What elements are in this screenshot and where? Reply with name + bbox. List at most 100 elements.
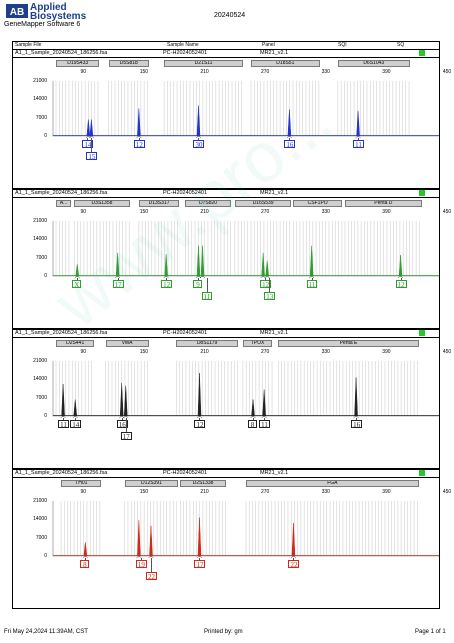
allele-leader-line bbox=[125, 418, 127, 432]
electropherogram-panel: A1_1_Sample_20240524_186256.fsa PC-H20240… bbox=[12, 49, 451, 189]
allele-label[interactable]: 30 bbox=[193, 140, 205, 149]
y-tick-label: 14000 bbox=[33, 516, 47, 523]
col-sqi: SQI bbox=[338, 42, 347, 48]
marker-bin[interactable]: D2S441 bbox=[56, 340, 95, 347]
allele-label[interactable]: 11 bbox=[201, 292, 213, 301]
y-tick-label: 0 bbox=[44, 413, 47, 419]
peak bbox=[354, 377, 358, 417]
peak bbox=[115, 252, 120, 277]
y-tick-label: 0 bbox=[44, 133, 47, 139]
col-sq: SQ bbox=[397, 42, 405, 48]
allele-label[interactable]: 16 bbox=[351, 420, 363, 429]
panel-sample-name: PC-H2024052401 bbox=[163, 190, 208, 196]
x-tick-label: 330 bbox=[321, 209, 330, 215]
allele-label[interactable]: 11 bbox=[259, 420, 270, 429]
peak-marker bbox=[85, 136, 92, 139]
peak-marker bbox=[82, 556, 88, 559]
marker-bin[interactable]: D19S433 bbox=[56, 60, 100, 67]
marker-bin[interactable]: TH01 bbox=[61, 480, 102, 487]
marker-bin[interactable]: TPOX bbox=[242, 340, 273, 347]
allele-label[interactable]: 17 bbox=[112, 280, 124, 289]
peak bbox=[119, 382, 124, 417]
peak bbox=[196, 245, 201, 277]
allele-label[interactable]: 12 bbox=[161, 280, 173, 289]
allele-label[interactable]: 16 bbox=[284, 140, 296, 149]
allele-label[interactable]: 8 bbox=[248, 420, 258, 429]
allele-label[interactable]: 12 bbox=[194, 420, 206, 429]
allele-label[interactable]: 11 bbox=[58, 420, 69, 429]
footer-date: Fri May 24,2024 11:39AM, CST bbox=[4, 629, 88, 635]
allele-label[interactable]: 14 bbox=[70, 420, 82, 429]
y-tick-label: 14000 bbox=[33, 376, 47, 383]
allele-leader-line bbox=[121, 418, 123, 420]
marker-bin[interactable]: Penta E bbox=[278, 340, 419, 347]
marker-bin[interactable]: D16S539 bbox=[234, 200, 292, 207]
allele-label[interactable]: 12 bbox=[260, 280, 272, 289]
marker-bin[interactable]: CSF1PO bbox=[293, 200, 342, 207]
marker-bin[interactable]: D5S818 bbox=[108, 60, 149, 67]
app-name: GeneMapper Software 6 bbox=[4, 21, 81, 28]
allele-label[interactable]: 22 bbox=[288, 560, 300, 569]
y-tick-label: 14000 bbox=[33, 236, 47, 243]
marker-bin[interactable]: D18S51 bbox=[251, 60, 320, 67]
allele-label[interactable]: 17 bbox=[120, 432, 132, 441]
peak bbox=[287, 109, 292, 137]
marker-bin[interactable]: D21S11 bbox=[164, 60, 243, 67]
allele-label[interactable]: 17 bbox=[194, 560, 206, 569]
marker-bin[interactable]: D13S317 bbox=[138, 200, 180, 207]
x-tick-label: 270 bbox=[260, 489, 270, 495]
x-tick-label: 450 bbox=[442, 489, 452, 495]
peak-marker bbox=[148, 556, 154, 559]
allele-label[interactable]: 12 bbox=[395, 280, 407, 289]
peak bbox=[261, 252, 265, 277]
allele-leader-line bbox=[293, 558, 295, 560]
marker-bin[interactable]: D3S1358 bbox=[74, 200, 130, 207]
marker-bin[interactable]: D7S820 bbox=[185, 200, 231, 207]
allele-leader-line bbox=[206, 278, 208, 292]
allele-label[interactable]: 19 bbox=[135, 560, 147, 569]
marker-bin[interactable]: D12S391 bbox=[124, 480, 179, 487]
report-date: 20240524 bbox=[214, 12, 246, 19]
allele-leader-line bbox=[199, 558, 201, 560]
peak bbox=[197, 373, 202, 417]
x-tick-label: 210 bbox=[200, 489, 209, 495]
allele-label[interactable]: 15 bbox=[86, 152, 98, 161]
marker-bin[interactable]: vWA bbox=[105, 340, 149, 347]
panel-sample-panel: MR21_v2.1 bbox=[260, 190, 289, 196]
marker-bin[interactable]: A... bbox=[56, 200, 72, 207]
peak bbox=[137, 520, 141, 557]
peak-marker bbox=[199, 276, 206, 279]
peak-marker bbox=[308, 276, 315, 279]
allele-label[interactable]: 11 bbox=[306, 280, 318, 289]
allele-leader-line bbox=[140, 558, 142, 560]
panel-header: A1_1_Sample_20240524_186256.fsa PC-H20240… bbox=[13, 330, 439, 338]
allele-leader-line bbox=[253, 418, 255, 420]
allele-label[interactable]: 16 bbox=[116, 420, 128, 429]
allele-label[interactable]: 9 bbox=[193, 280, 203, 289]
allele-leader-line bbox=[289, 138, 291, 140]
panel-sample-file: A1_1_Sample_20240524_186256.fsa bbox=[15, 330, 108, 336]
allele-leader-line bbox=[75, 418, 77, 420]
peak-marker bbox=[123, 416, 129, 419]
allele-label[interactable]: 8 bbox=[80, 560, 90, 569]
allele-label[interactable]: 14 bbox=[82, 140, 94, 149]
x-tick-label: 90 bbox=[80, 209, 87, 215]
marker-bin[interactable]: D2S1338 bbox=[180, 480, 226, 487]
allele-label[interactable]: X bbox=[72, 280, 82, 289]
x-tick-label: 390 bbox=[382, 349, 391, 355]
panel-sample-name: PC-H2024052401 bbox=[163, 470, 208, 476]
panel-header: A1_1_Sample_20240524_186256.fsa PC-H20240… bbox=[13, 470, 439, 478]
marker-bin[interactable]: Penta D bbox=[344, 200, 422, 207]
allele-label[interactable]: 12 bbox=[133, 140, 145, 149]
marker-bin[interactable]: D8S1179 bbox=[176, 340, 238, 347]
allele-label[interactable]: 11 bbox=[353, 140, 364, 149]
marker-bin[interactable]: FGA bbox=[245, 480, 419, 487]
allele-label[interactable]: 22 bbox=[145, 572, 157, 581]
marker-bin[interactable]: D6S1043 bbox=[337, 60, 410, 67]
y-tick-label: 0 bbox=[44, 553, 47, 559]
allele-label[interactable]: 13 bbox=[264, 292, 276, 301]
plot-axes bbox=[52, 361, 439, 417]
x-tick-label: 270 bbox=[260, 349, 270, 355]
x-tick-label: 390 bbox=[382, 209, 391, 215]
peak bbox=[61, 384, 65, 417]
